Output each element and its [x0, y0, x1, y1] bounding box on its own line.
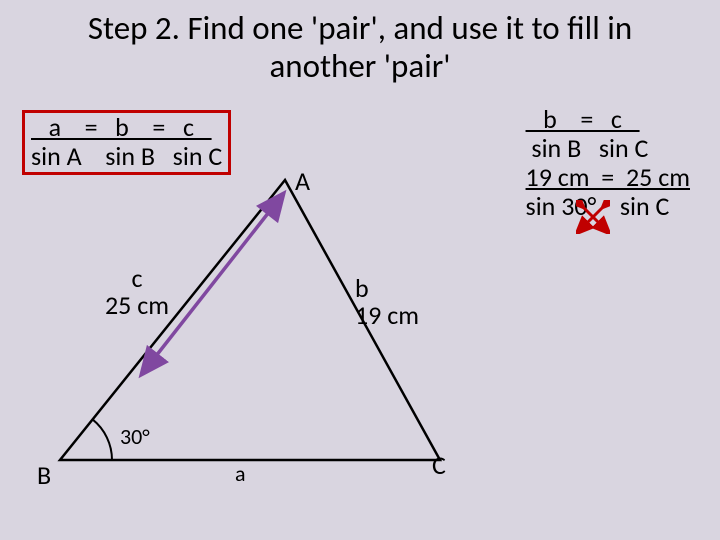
side-a-label: a [235, 462, 246, 485]
formula-numerators: a = b = c [31, 111, 212, 143]
eq1-top: b = c [526, 103, 640, 135]
eq2-top: 19 cm = 25 cm [526, 161, 690, 193]
page-title: Step 2. Find one 'pair', and use it to f… [0, 0, 720, 86]
vertex-b-label: B [37, 462, 51, 489]
eq1-bottom: sin B sin C [526, 134, 690, 163]
side-b-label: b19 cm [355, 275, 419, 330]
triangle-diagram: A B C a c25 cm b19 cm 30° [40, 170, 480, 510]
vertex-c-label: C [432, 452, 446, 479]
law-of-sines-formula: a = b = c sin A sin B sin C [22, 110, 231, 175]
side-c-label: c25 cm [105, 265, 169, 320]
vertex-a-label: A [295, 168, 310, 195]
angle-b-label: 30° [120, 425, 150, 448]
cross-icon [576, 200, 610, 234]
formula-denominators: sin A sin B sin C [31, 142, 222, 171]
